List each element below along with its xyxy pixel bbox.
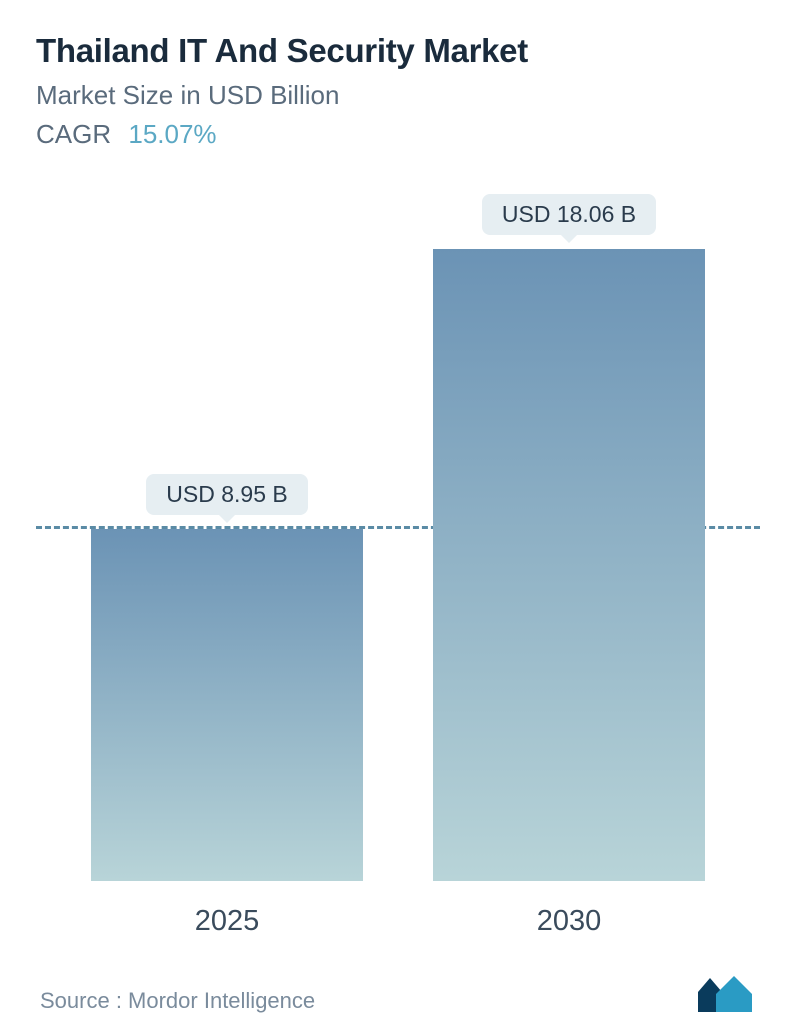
cagr-row: CAGR 15.07% [36, 119, 760, 150]
chart-title: Thailand IT And Security Market [36, 32, 760, 70]
cagr-value: 15.07% [128, 119, 216, 149]
value-label-0: USD 8.95 B [146, 474, 307, 515]
cagr-label: CAGR [36, 119, 111, 149]
x-axis-labels: 2025 2030 [36, 891, 760, 974]
bar-group-0: USD 8.95 B [91, 474, 363, 881]
bar-0 [91, 529, 363, 881]
bar-group-1: USD 18.06 B [433, 194, 705, 881]
chart-header: Thailand IT And Security Market Market S… [36, 32, 760, 150]
chart-footer: Source : Mordor Intelligence [36, 974, 760, 1024]
x-label-1: 2030 [433, 905, 705, 938]
chart-subtitle: Market Size in USD Billion [36, 80, 760, 111]
logo-icon [696, 974, 756, 1014]
source-text: Source : Mordor Intelligence [40, 988, 315, 1014]
chart-area: USD 8.95 B USD 18.06 B [36, 194, 760, 881]
x-label-0: 2025 [91, 905, 363, 938]
bar-1 [433, 249, 705, 881]
value-label-1: USD 18.06 B [482, 194, 656, 235]
